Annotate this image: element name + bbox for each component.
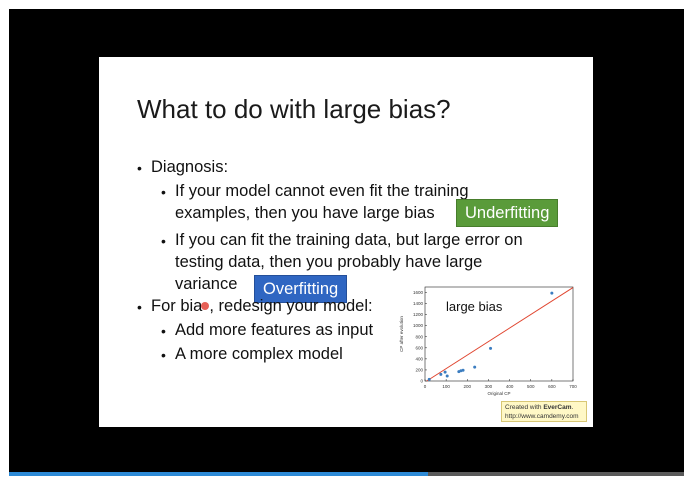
x-tick-label: 300 — [485, 384, 493, 389]
y-tick-label: 200 — [415, 367, 423, 372]
bullet-dot: • — [137, 299, 142, 315]
slide: What to do with large bias? • Diagnosis:… — [99, 57, 593, 427]
video-player[interactable]: What to do with large bias? • Diagnosis:… — [9, 9, 684, 476]
sub-bullet-complex-model: A more complex model — [175, 345, 343, 363]
bullet-dot: • — [137, 160, 142, 176]
bullet-diagnosis: Diagnosis: — [151, 158, 229, 176]
x-tick-label: 100 — [442, 384, 450, 389]
watermark-prefix: Created with — [505, 404, 542, 411]
playback-progress-fill — [9, 472, 428, 476]
redesign-text-end: , redesign your model: — [209, 297, 373, 315]
chart-annotation: large bias — [446, 299, 503, 314]
bullet-dot: • — [161, 323, 166, 339]
bullet-dot: • — [161, 233, 166, 249]
x-tick-label: 400 — [506, 384, 514, 389]
y-tick-label: 1400 — [413, 301, 424, 306]
data-point — [550, 291, 554, 295]
data-point — [439, 372, 443, 376]
data-point — [443, 370, 447, 374]
y-tick-label: 1600 — [413, 290, 424, 295]
plot-frame — [424, 286, 574, 382]
x-axis-label: Original CP — [487, 391, 510, 396]
sub-bullet-overfit-line2: testing data, then you probably have lar… — [175, 253, 483, 271]
overfitting-tag: Overfitting — [254, 275, 348, 303]
fit-line — [426, 287, 574, 382]
pointer-cursor-icon — [201, 302, 210, 310]
x-tick-label: 0 — [424, 384, 427, 389]
bullet-dot: • — [161, 347, 166, 363]
y-tick-label: 1000 — [413, 323, 424, 328]
sub-bullet-features: Add more features as input — [175, 321, 374, 339]
x-tick-label: 700 — [569, 384, 577, 389]
data-point — [427, 377, 431, 381]
y-tick-label: 400 — [415, 356, 423, 361]
scatter-chart: 0 100 200 300 400 500 600 700 0 200 400 600 800 1000 1… — [397, 281, 581, 399]
watermark-brand: EverCam — [543, 404, 572, 411]
data-point — [473, 365, 477, 369]
evercam-watermark: Created with EverCam. http://www.camdemy… — [501, 401, 587, 422]
sub-bullet-overfit-line1: If you can fit the training data, but la… — [175, 231, 523, 249]
x-tick-label: 500 — [527, 384, 535, 389]
x-tick-label: 600 — [548, 384, 556, 389]
y-tick-label: 0 — [420, 379, 423, 384]
slide-title: What to do with large bias? — [137, 94, 451, 124]
data-point — [461, 368, 465, 372]
redesign-text-start: For bia — [151, 297, 203, 315]
y-tick-label: 800 — [415, 334, 423, 339]
bullet-redesign: For bia , redesign your model: — [151, 297, 373, 316]
sub-bullet-underfit-line1: If your model cannot even fit the traini… — [175, 182, 469, 200]
y-tick-label: 1200 — [413, 312, 424, 317]
sub-bullet-underfit-line2: examples, then you have large bias — [175, 204, 435, 222]
y-axis-label: CP after evolution — [399, 316, 404, 352]
sub-bullet-overfit-line3: variance — [175, 275, 238, 293]
data-point — [489, 346, 493, 350]
data-point — [445, 374, 449, 378]
playback-progress-bar[interactable] — [9, 472, 684, 476]
watermark-url: http://www.camdemy.com — [505, 413, 579, 420]
scatter-chart-svg: 0 100 200 300 400 500 600 700 0 200 400 600 800 1000 1… — [399, 286, 577, 396]
y-tick-label: 600 — [415, 345, 423, 350]
x-tick-label: 200 — [464, 384, 472, 389]
underfitting-tag: Underfitting — [456, 199, 559, 227]
bullet-dot: • — [161, 184, 166, 200]
